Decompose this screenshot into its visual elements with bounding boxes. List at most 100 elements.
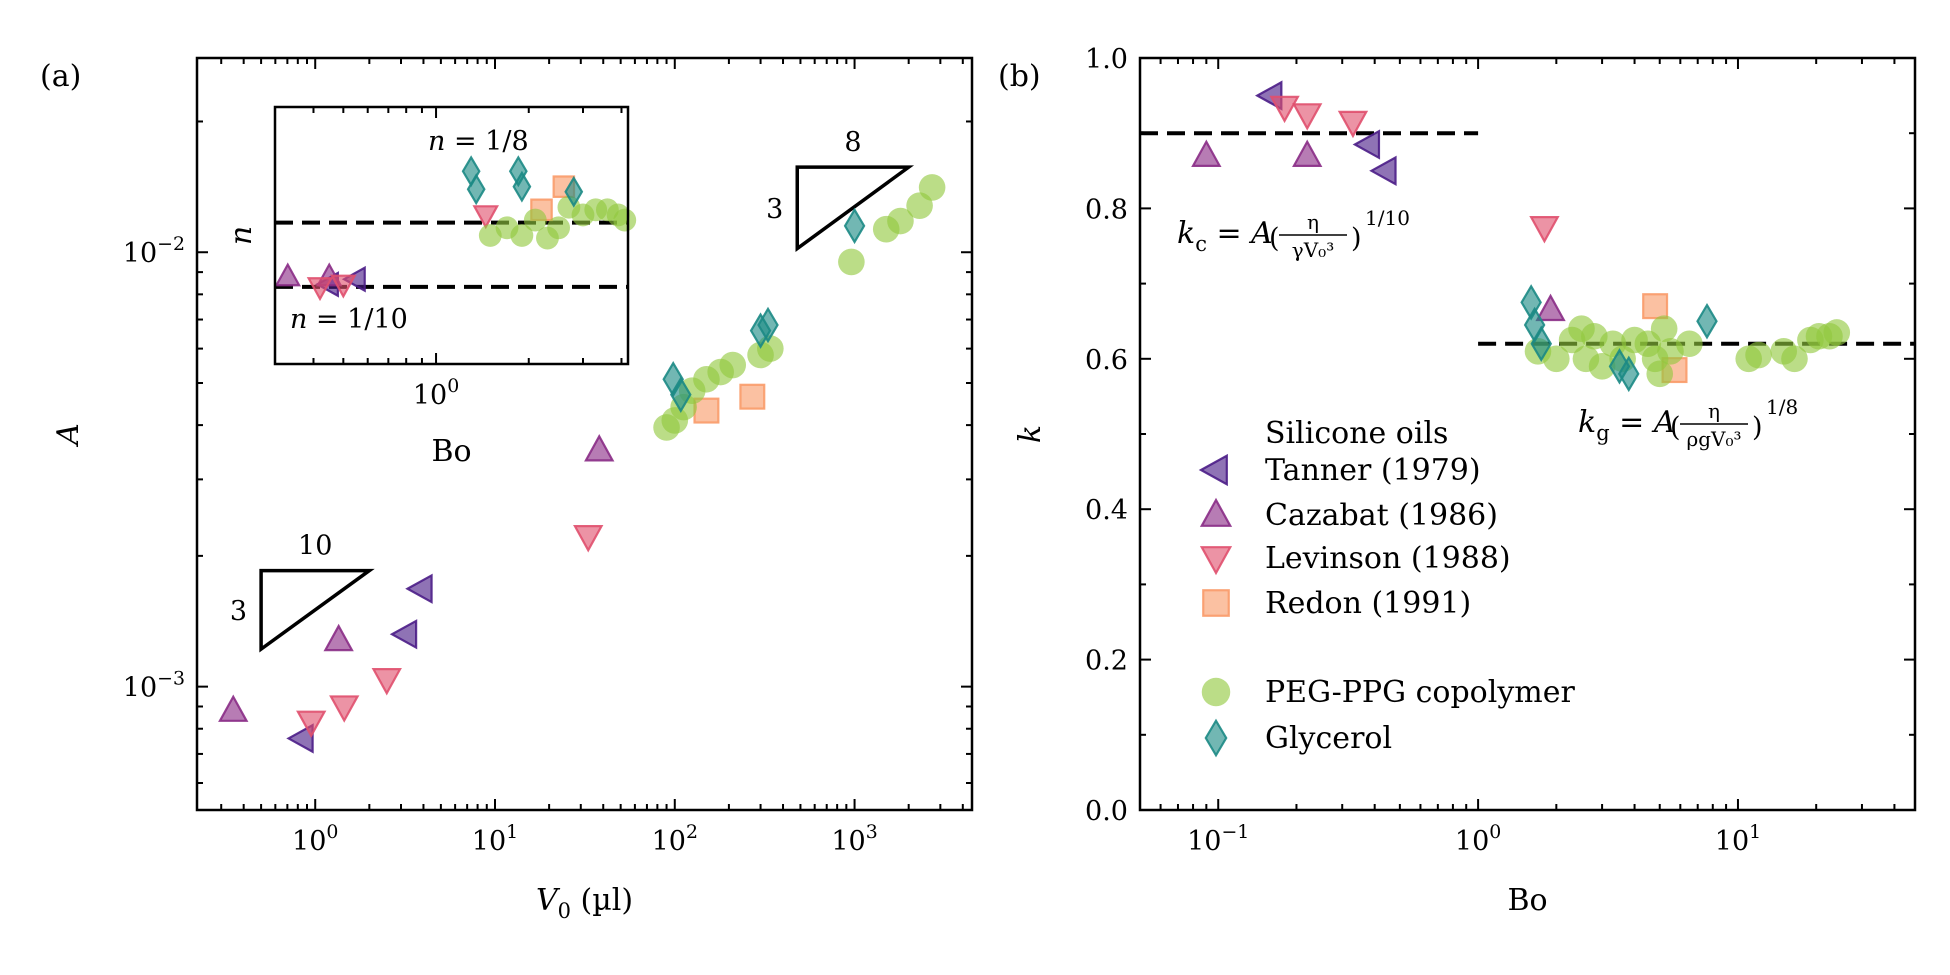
series-levinson-1988	[1269, 95, 1560, 244]
legend-label-redon-1991: Redon (1991)	[1265, 586, 1471, 621]
inset-y-axis-title: n	[224, 226, 259, 245]
x-tick-label: 102	[652, 821, 698, 857]
series-tanner-1979	[1254, 80, 1397, 186]
kg-formula-lparen: (	[1670, 412, 1681, 443]
data-point	[573, 525, 604, 553]
inset-data-point	[341, 265, 366, 293]
data-point	[1650, 315, 1678, 343]
y-tick-label: 10−3	[123, 668, 185, 704]
data-point	[1337, 110, 1369, 139]
legend-marker-peg-ppg-copolymer	[1201, 677, 1231, 707]
data-point	[757, 306, 779, 344]
slope-side-label-1: 3	[230, 596, 247, 627]
inset-data-point	[523, 208, 547, 232]
x-tick-label: 101	[1715, 821, 1761, 857]
series-cazabat-1986	[218, 434, 615, 722]
x-tick-label: 103	[831, 821, 877, 857]
plot-frame-a	[195, 56, 974, 812]
inset-series-peg-ppg-copolymer	[478, 195, 637, 250]
kg-formula-denominator: ρgV₀³	[1686, 427, 1741, 451]
legend-label-peg-ppg-copolymer: PEG-PPG copolymer	[1265, 675, 1575, 710]
data-point	[1369, 155, 1397, 186]
kc-formula: kc = A(η γV₀³)1/10	[1177, 206, 1410, 262]
data-point	[286, 723, 314, 754]
plot-frame-b	[1138, 56, 1917, 812]
legend-label-levinson-1988: Levinson (1988)	[1265, 541, 1511, 576]
slope-triangle-1	[259, 568, 375, 653]
data-point	[1269, 95, 1300, 124]
kg-formula-lhs: kg = A	[1578, 405, 1676, 445]
data-point	[1696, 302, 1718, 340]
data-point	[1646, 360, 1674, 388]
series-redon-1991	[693, 383, 766, 424]
data-point	[1676, 330, 1703, 358]
series-levinson-1988	[296, 525, 604, 739]
inset-data-point	[564, 175, 584, 208]
slope-side-label-2: 3	[766, 194, 783, 225]
legend-marker-cazabat-1986	[1199, 497, 1233, 527]
y-tick-label: 0.6	[1085, 345, 1128, 376]
panel-label-b: (b)	[998, 59, 1041, 94]
x-tick-label: 101	[472, 821, 518, 857]
inset-x-tick-label: 100	[413, 375, 459, 411]
y-tick-label: 0.2	[1085, 646, 1128, 677]
data-point	[1292, 103, 1323, 131]
y-tick-label: 10−2	[123, 233, 185, 269]
kc-formula-lhs: kc = A	[1177, 216, 1273, 256]
slope-top-label-2: 8	[844, 127, 861, 158]
data-point	[1588, 353, 1616, 380]
kc-formula-denominator: γV₀³	[1292, 238, 1334, 262]
data-point	[739, 383, 766, 410]
slope-top-label-1: 10	[298, 531, 332, 562]
panel-label-a: (a)	[40, 59, 81, 94]
inset-data-point	[466, 173, 486, 206]
data-point	[1529, 216, 1560, 244]
inset: 100 Bo n n = 1/8 n = 1/10	[224, 105, 637, 469]
y-axis-title: k	[1013, 425, 1048, 443]
panel-b: 10−1 100 101 0.0 0.2 0.4 0.6 0.8 1.0 Bo k (b) kc = A…	[998, 44, 1917, 918]
inset-series-glycerol	[461, 155, 584, 208]
data-point	[887, 207, 914, 235]
y-tick-label: 1.0	[1085, 44, 1128, 75]
data-point	[843, 207, 866, 245]
data-point	[1781, 345, 1808, 373]
slope-triangle-2	[795, 165, 915, 252]
inset-data-point	[613, 208, 637, 232]
data-point	[218, 694, 249, 722]
data-point	[719, 351, 747, 379]
kg-formula-rparen: )	[1752, 412, 1763, 443]
inset-background	[275, 107, 628, 364]
data-point	[669, 376, 692, 413]
data-point	[1617, 355, 1640, 393]
inset-data-point	[510, 224, 534, 247]
kc-formula-rparen: )	[1351, 223, 1362, 254]
data-point	[405, 573, 433, 604]
series-glycerol	[1520, 284, 1718, 393]
legend-marker-redon-1991	[1202, 589, 1230, 617]
inset-line-label-1-10: n = 1/10	[290, 304, 408, 335]
kc-formula-exponent: 1/10	[1365, 206, 1410, 230]
y-tick-label: 0.8	[1085, 194, 1128, 225]
kg-formula-numerator: η	[1708, 399, 1720, 423]
inset-line-label-1-8: n = 1/8	[428, 126, 529, 157]
data-point	[1292, 139, 1323, 167]
data-point	[296, 710, 327, 739]
data-point	[918, 174, 946, 201]
legend-marker-glycerol	[1204, 718, 1228, 758]
data-point	[1823, 319, 1851, 346]
data-point	[838, 248, 865, 276]
data-point	[1352, 129, 1381, 160]
series-cazabat-1986	[1191, 139, 1566, 322]
data-point	[1530, 325, 1553, 363]
inset-data-point	[306, 277, 334, 302]
series-glycerol	[662, 207, 866, 413]
x-axis-title: Bo	[1507, 883, 1547, 918]
data-point	[1642, 293, 1669, 320]
data-point	[1543, 345, 1570, 373]
inset-series-levinson-1988	[306, 205, 500, 302]
y-tick-label: 0.0	[1085, 796, 1128, 827]
inset-x-axis-title: Bo	[431, 434, 471, 469]
data-point	[1745, 341, 1772, 369]
